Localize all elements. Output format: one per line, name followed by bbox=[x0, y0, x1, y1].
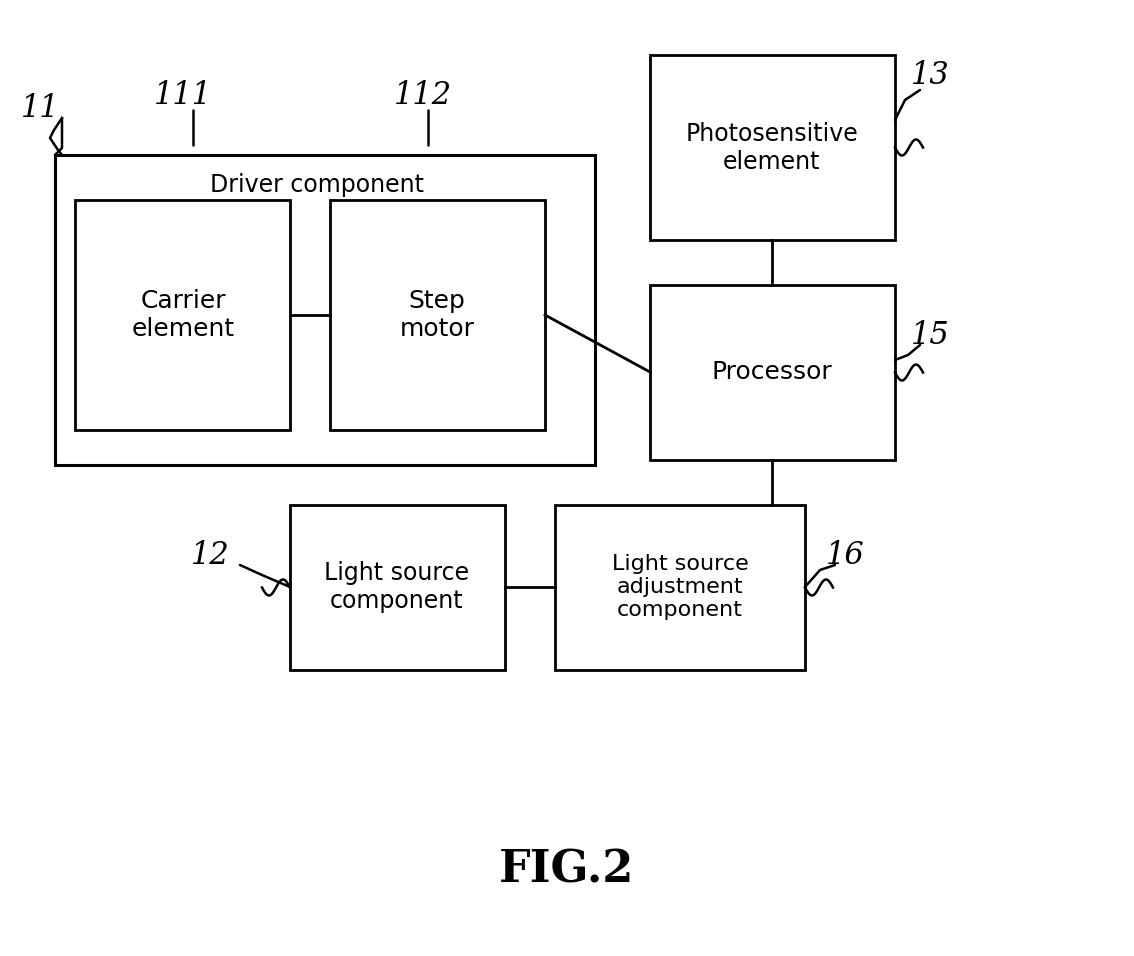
Bar bbox=[75, 200, 290, 430]
Text: 12: 12 bbox=[191, 539, 229, 571]
Text: Light source
adjustment
component: Light source adjustment component bbox=[611, 554, 748, 620]
Bar bbox=[650, 285, 895, 460]
Bar bbox=[56, 155, 595, 465]
Text: Carrier
element: Carrier element bbox=[132, 289, 235, 341]
Bar bbox=[650, 55, 895, 240]
Text: Light source
component: Light source component bbox=[324, 561, 469, 613]
Text: Processor: Processor bbox=[712, 360, 832, 384]
Text: Photosensitive
element: Photosensitive element bbox=[686, 122, 858, 174]
Text: 11: 11 bbox=[20, 93, 59, 123]
Bar bbox=[555, 505, 805, 670]
Bar bbox=[330, 200, 545, 430]
Text: 16: 16 bbox=[826, 539, 864, 571]
Text: FIG.2: FIG.2 bbox=[499, 849, 635, 892]
Text: Step
motor: Step motor bbox=[399, 289, 474, 341]
Text: Driver component: Driver component bbox=[210, 173, 424, 197]
Text: 112: 112 bbox=[393, 79, 452, 111]
Text: 111: 111 bbox=[154, 79, 212, 111]
Bar bbox=[290, 505, 505, 670]
Text: 13: 13 bbox=[911, 59, 949, 91]
Text: 15: 15 bbox=[911, 319, 949, 351]
